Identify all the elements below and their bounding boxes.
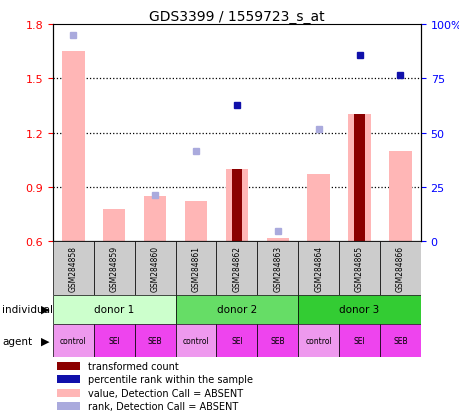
Bar — [94, 242, 134, 295]
Bar — [134, 324, 175, 357]
Bar — [216, 324, 257, 357]
Bar — [216, 242, 257, 295]
Text: GSM284866: GSM284866 — [395, 245, 404, 292]
Bar — [379, 324, 420, 357]
Text: GSM284865: GSM284865 — [354, 245, 363, 292]
Bar — [338, 324, 379, 357]
Text: percentile rank within the sample: percentile rank within the sample — [88, 374, 252, 384]
Bar — [257, 242, 297, 295]
Text: GSM284864: GSM284864 — [313, 245, 323, 292]
Text: control: control — [60, 336, 87, 345]
Text: individual: individual — [2, 304, 53, 314]
Bar — [297, 242, 338, 295]
Bar — [266, 238, 288, 242]
Text: ▶: ▶ — [41, 336, 50, 346]
Text: ▶: ▶ — [41, 304, 50, 314]
Text: SEI: SEI — [108, 336, 120, 345]
Bar — [379, 242, 420, 295]
Bar — [225, 169, 247, 242]
Text: SEI: SEI — [230, 336, 242, 345]
Bar — [57, 402, 80, 410]
Bar — [338, 242, 379, 295]
Bar — [53, 242, 94, 295]
Text: GSM284862: GSM284862 — [232, 245, 241, 292]
Text: control: control — [305, 336, 331, 345]
Text: transformed count: transformed count — [88, 361, 179, 371]
Bar — [297, 324, 338, 357]
Bar — [257, 324, 297, 357]
Text: GSM284858: GSM284858 — [69, 245, 78, 292]
Bar — [297, 295, 420, 324]
Text: GSM284863: GSM284863 — [273, 245, 282, 292]
Text: donor 3: donor 3 — [339, 305, 379, 315]
Text: SEB: SEB — [147, 336, 162, 345]
Bar — [53, 295, 175, 324]
Text: SEB: SEB — [392, 336, 407, 345]
Bar — [231, 169, 241, 242]
Bar — [354, 115, 364, 242]
Bar — [144, 197, 166, 242]
Text: value, Detection Call = ABSENT: value, Detection Call = ABSENT — [88, 388, 243, 398]
Bar — [175, 242, 216, 295]
Text: GSM284859: GSM284859 — [110, 245, 118, 292]
Bar — [103, 209, 125, 242]
Text: GSM284860: GSM284860 — [150, 245, 159, 292]
Bar — [175, 324, 216, 357]
Bar — [57, 389, 80, 396]
Text: donor 2: donor 2 — [216, 305, 257, 315]
Text: control: control — [182, 336, 209, 345]
Bar — [53, 324, 94, 357]
Bar — [94, 324, 134, 357]
Bar — [134, 242, 175, 295]
Bar — [57, 362, 80, 370]
Text: donor 1: donor 1 — [94, 305, 134, 315]
Text: GSM284861: GSM284861 — [191, 245, 200, 292]
Title: GDS3399 / 1559723_s_at: GDS3399 / 1559723_s_at — [149, 10, 324, 24]
Bar — [62, 52, 84, 242]
Bar — [57, 375, 80, 383]
Text: agent: agent — [2, 336, 32, 346]
Bar — [185, 202, 207, 242]
Text: SEI: SEI — [353, 336, 364, 345]
Bar — [347, 115, 370, 242]
Bar — [388, 151, 411, 242]
Text: rank, Detection Call = ABSENT: rank, Detection Call = ABSENT — [88, 401, 238, 411]
Bar — [175, 295, 297, 324]
Bar — [307, 175, 329, 242]
Text: SEB: SEB — [270, 336, 285, 345]
